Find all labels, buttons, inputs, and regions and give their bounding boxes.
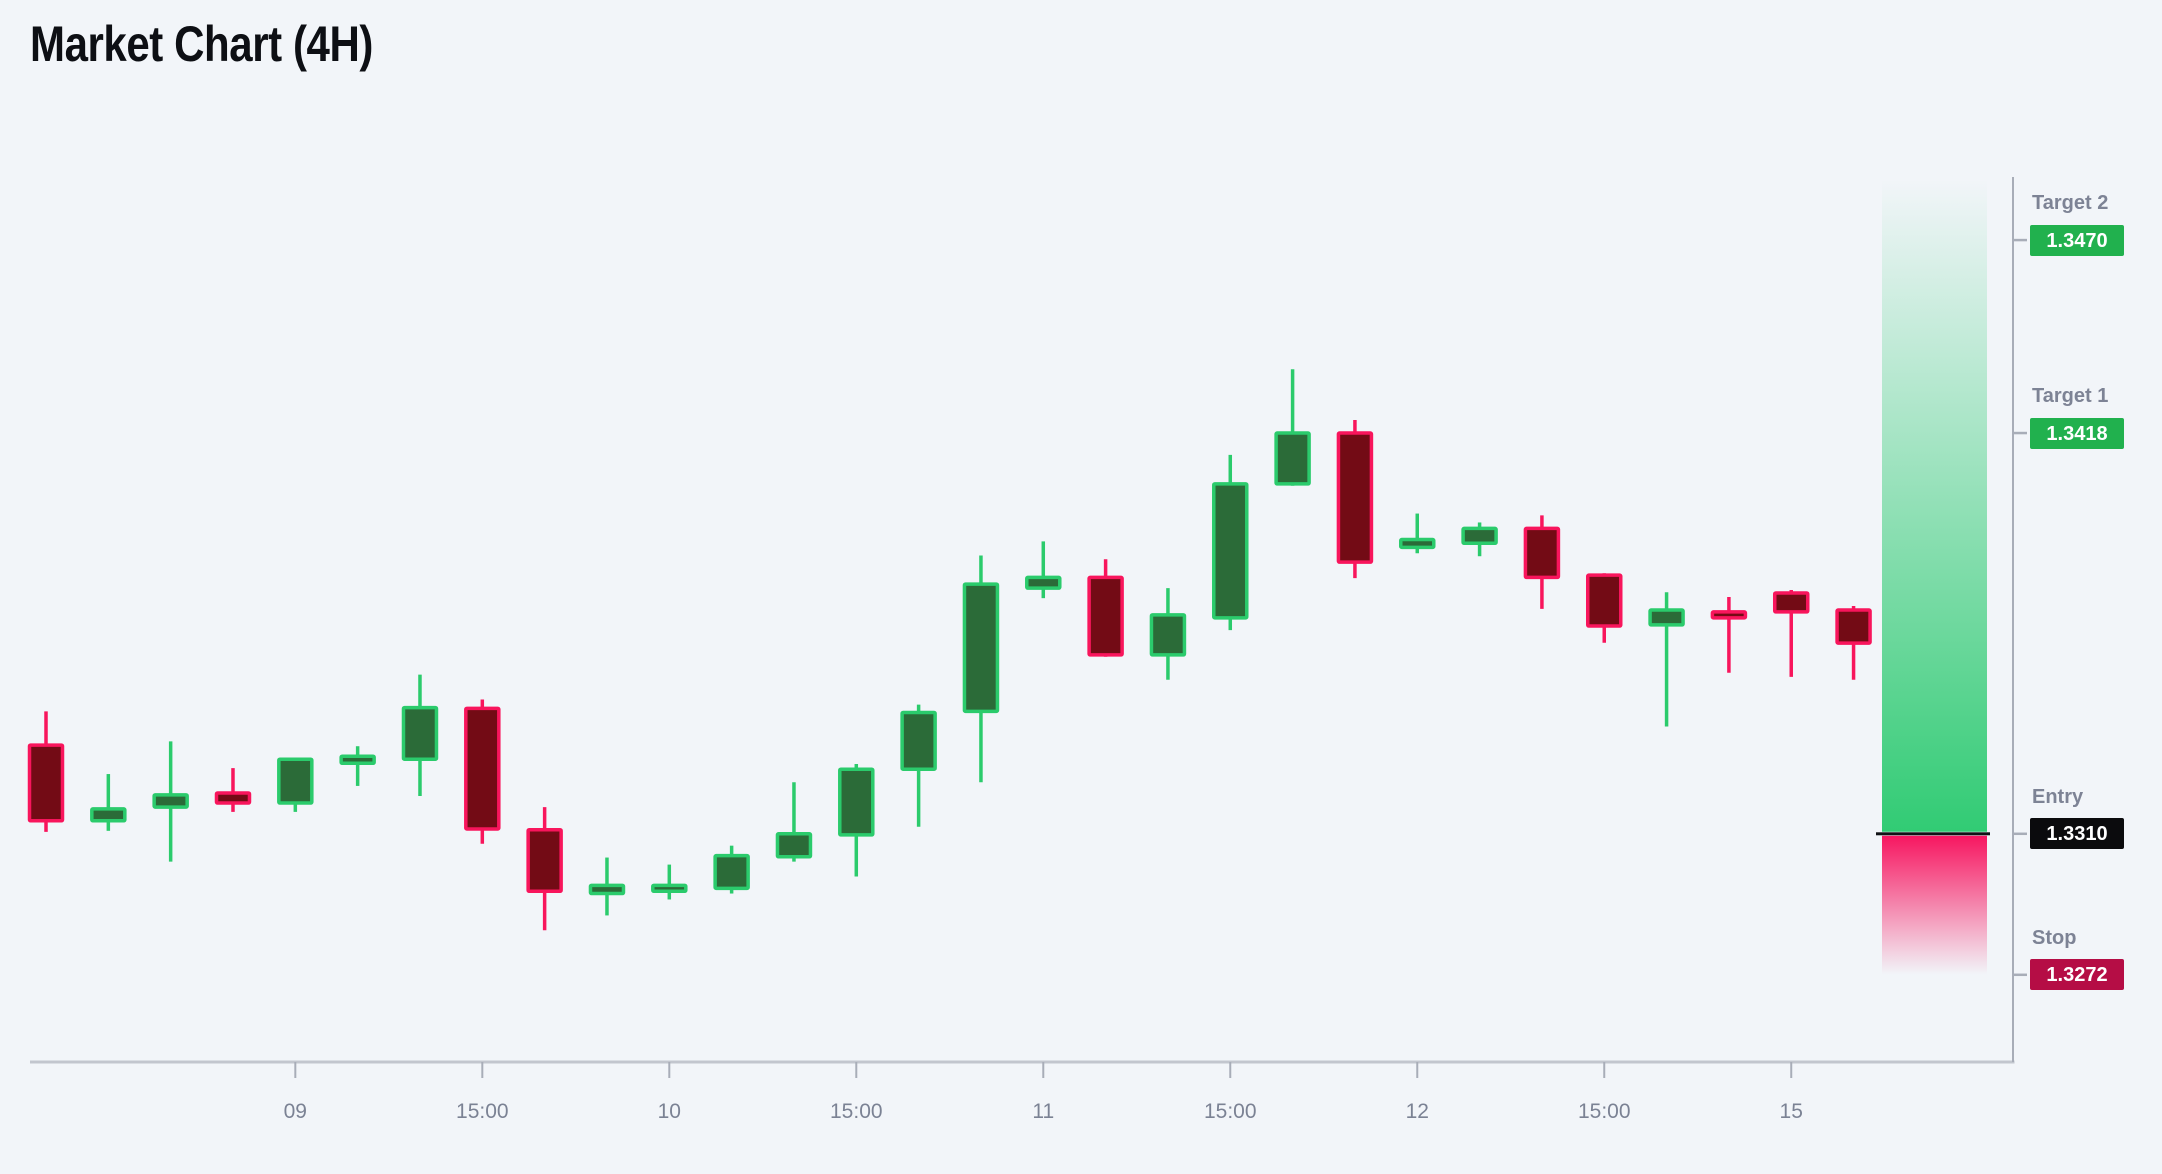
candle-6 xyxy=(339,746,376,786)
candle-body xyxy=(464,706,501,831)
candle-11 xyxy=(651,864,688,900)
candle-body xyxy=(713,853,750,891)
level-badge-target-1[interactable]: 1.3418 xyxy=(2030,417,2124,449)
level-badge-stop[interactable]: 1.3272 xyxy=(2030,959,2124,991)
candle-body xyxy=(1523,526,1561,580)
candle-22 xyxy=(1336,420,1374,579)
candle-body xyxy=(214,791,252,805)
candle-body xyxy=(1648,608,1685,627)
candle-5 xyxy=(277,757,314,812)
candle-body xyxy=(1212,482,1249,620)
candle-29 xyxy=(1772,590,1810,677)
candle-body xyxy=(1710,610,1748,620)
candle-body xyxy=(90,807,127,823)
level-label-target-1: Target 1 xyxy=(2032,385,2109,408)
candle-body xyxy=(900,710,937,771)
level-label-entry: Entry xyxy=(2032,785,2084,808)
candle-body xyxy=(1461,526,1498,545)
candle-19 xyxy=(1149,588,1187,680)
candle-16 xyxy=(962,555,1000,783)
candle-28 xyxy=(1710,597,1748,673)
candle-body xyxy=(1087,575,1124,657)
x-axis-label-15-00: 15:00 xyxy=(1203,1100,1257,1123)
x-axis-label-09: 09 xyxy=(283,1100,307,1123)
candle-7 xyxy=(401,674,439,796)
candle-body xyxy=(526,827,563,894)
candle-17 xyxy=(1025,541,1062,599)
candle-14 xyxy=(838,764,875,877)
candle-body xyxy=(962,582,1000,714)
candle-body xyxy=(401,705,439,761)
candle-body xyxy=(1835,608,1872,645)
x-axis-label-15: 15 xyxy=(1779,1100,1803,1123)
candle-12 xyxy=(713,845,750,894)
candle-body xyxy=(1336,431,1374,564)
candle-10 xyxy=(588,857,626,916)
candle-body xyxy=(152,793,189,809)
candle-body xyxy=(27,743,65,823)
x-axis-label-15-00: 15:00 xyxy=(1577,1100,1631,1123)
candle-body xyxy=(651,883,688,894)
candle-body xyxy=(588,883,626,896)
candle-1 xyxy=(27,711,65,832)
candle-30 xyxy=(1835,605,1872,680)
profit-zone xyxy=(1882,179,1987,832)
candle-3 xyxy=(152,741,189,862)
candle-20 xyxy=(1212,454,1249,631)
candle-9 xyxy=(526,807,563,931)
candle-body xyxy=(1772,591,1810,614)
candle-body xyxy=(1025,575,1062,590)
candle-27 xyxy=(1648,592,1685,727)
candle-body xyxy=(1399,537,1436,550)
candle-26 xyxy=(1586,573,1623,643)
candle-body xyxy=(775,832,813,859)
x-axis-label-15-00: 15:00 xyxy=(830,1100,883,1123)
level-label-stop: Stop xyxy=(2032,926,2077,949)
x-axis-label-15-00: 15:00 xyxy=(456,1100,509,1123)
level-label-target-2: Target 2 xyxy=(2032,192,2109,215)
level-badge-entry[interactable]: 1.3310 xyxy=(2030,818,2124,850)
candle-25 xyxy=(1523,515,1561,609)
candle-body xyxy=(1586,573,1623,628)
candle-2 xyxy=(90,774,127,831)
x-axis-label-11: 11 xyxy=(1032,1100,1055,1123)
candle-4 xyxy=(214,768,252,812)
candle-15 xyxy=(900,704,937,827)
candle-23 xyxy=(1399,513,1436,554)
candle-body xyxy=(1149,613,1187,657)
page-title: Market Chart (4H) xyxy=(30,16,373,72)
candle-13 xyxy=(775,782,813,862)
loss-zone xyxy=(1882,835,1987,975)
candle-body xyxy=(339,754,376,766)
candle-18 xyxy=(1087,559,1124,657)
candle-8 xyxy=(464,699,501,844)
entry-line[interactable] xyxy=(1876,832,1990,836)
candle-body xyxy=(277,757,314,805)
x-axis-label-10: 10 xyxy=(657,1100,681,1123)
level-badge-target-2[interactable]: 1.3470 xyxy=(2030,224,2124,256)
candle-body xyxy=(838,767,875,837)
candle-24 xyxy=(1461,522,1498,557)
candle-body xyxy=(1274,431,1311,486)
x-axis-label-12: 12 xyxy=(1405,1100,1429,1123)
candle-21 xyxy=(1274,369,1311,486)
